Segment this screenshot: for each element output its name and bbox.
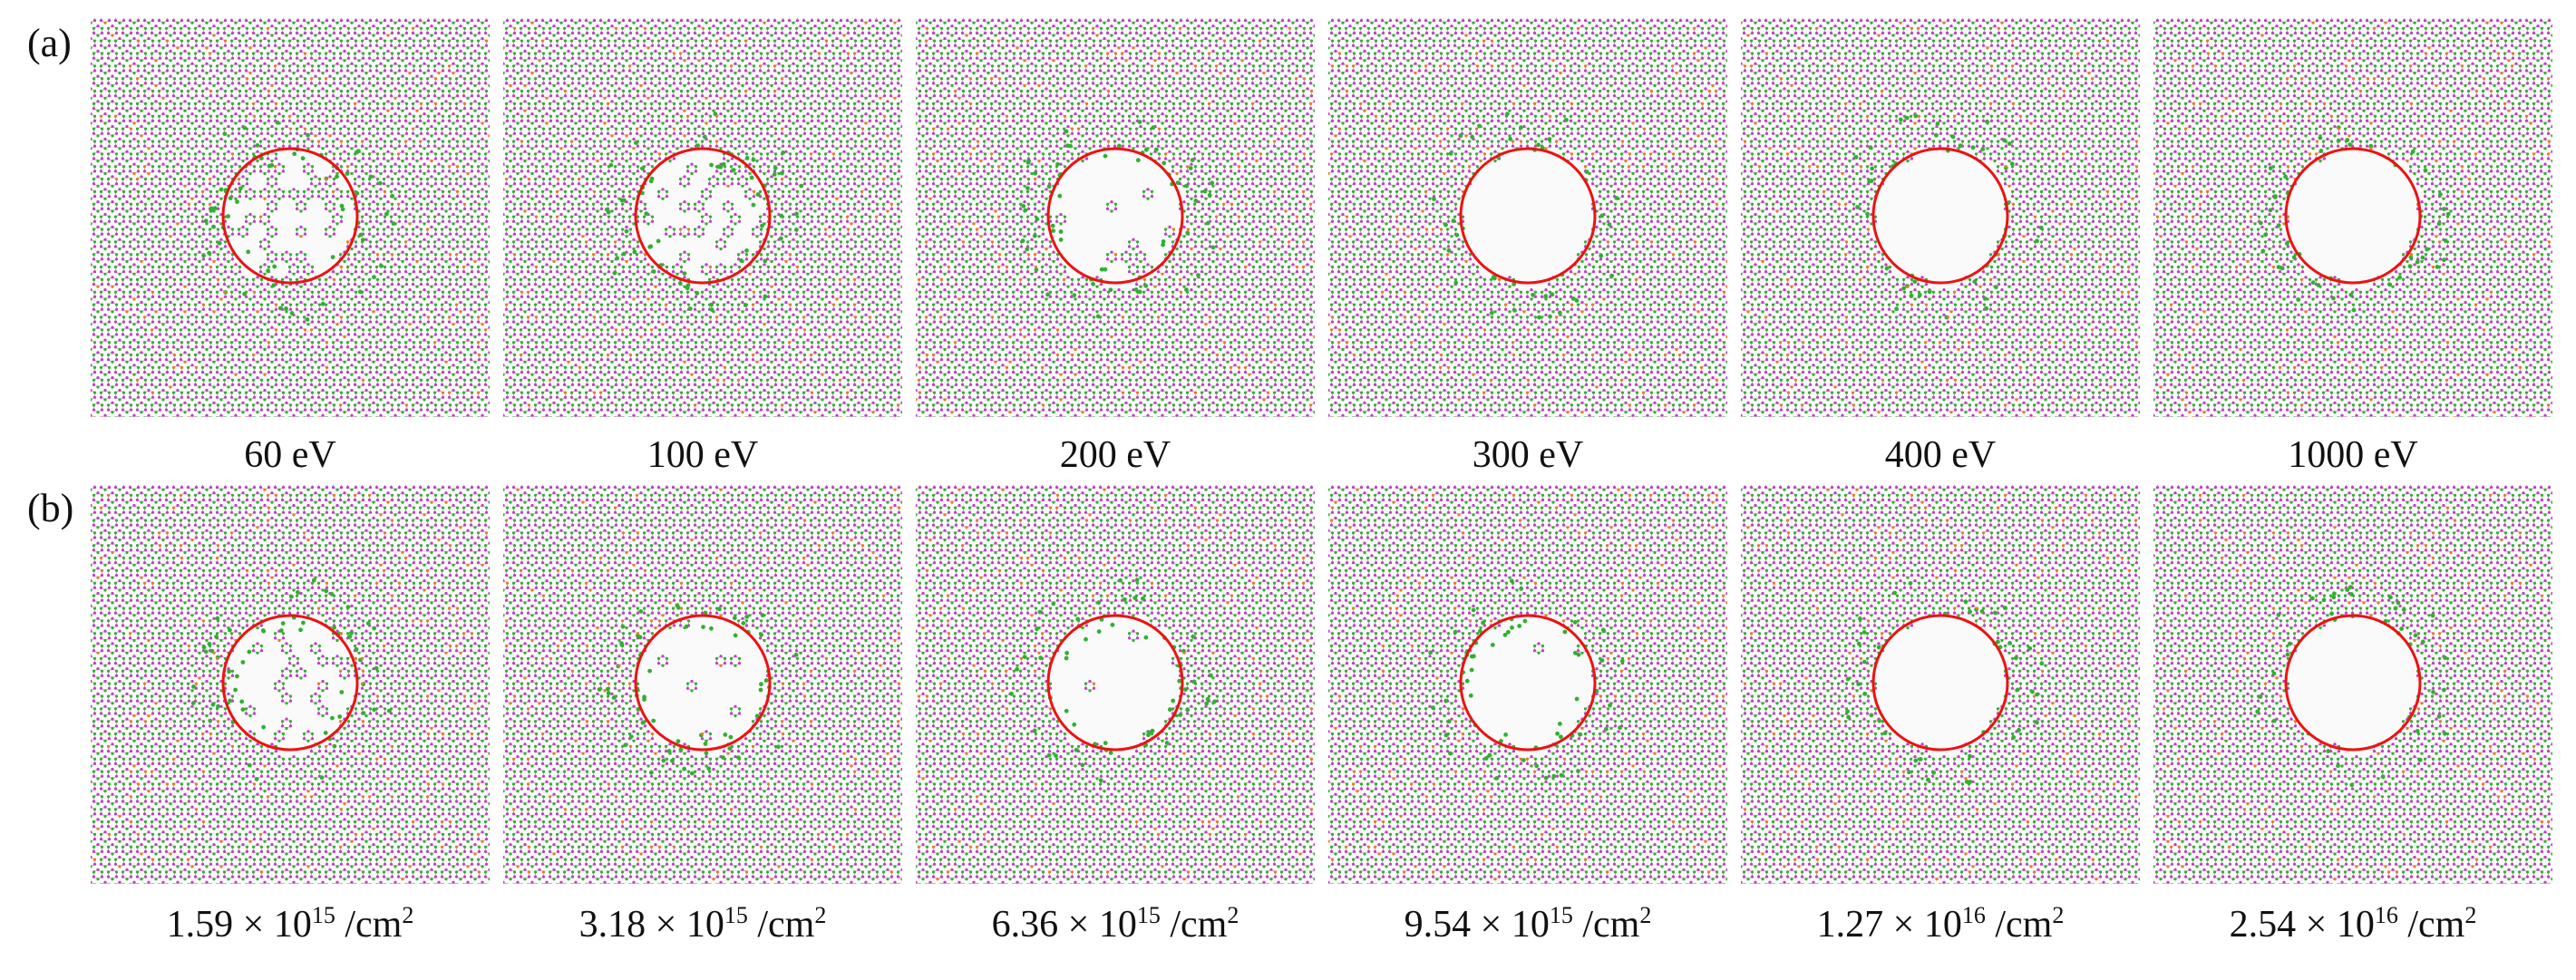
lattice-snapshot [1741,485,2140,884]
caption-a1: 60 eV [91,433,490,477]
green-atoms [91,18,490,417]
row-label-b: (b) [27,485,73,531]
panel-a3 [916,18,1315,417]
lattice-snapshot [1328,18,1727,417]
green-atoms [1741,485,2140,884]
panel-a6 [2153,18,2552,417]
green-atoms [1328,485,1727,884]
pore-outline [223,616,357,750]
row-label-a: (a) [27,20,72,66]
panel-a2 [503,18,902,417]
caption-b1: 1.59 × 1015 /cm2 [91,902,490,946]
orange-atoms [2153,18,2552,417]
caption-b3: 6.36 × 1015 /cm2 [916,902,1315,946]
panel-b4 [1328,485,1727,884]
lattice-snapshot [916,485,1315,884]
pore-outline [1461,149,1595,283]
lattice-snapshot [2153,485,2552,884]
panel-a4 [1328,18,1727,417]
pore-outline [2286,616,2420,750]
green-atoms [503,18,902,417]
green-atoms [916,485,1315,884]
caption-b6: 2.54 × 1016 /cm2 [2153,902,2552,946]
lattice-snapshot [91,18,490,417]
green-atoms [91,485,490,884]
green-atoms [916,18,1315,417]
lattice-snapshot [1741,18,2140,417]
lattice-snapshot [91,485,490,884]
lattice-snapshot [2153,18,2552,417]
caption-b4: 9.54 × 1015 /cm2 [1328,902,1727,946]
lattice-snapshot [916,18,1315,417]
pore-outline [1873,149,2007,283]
caption-a6: 1000 eV [2153,433,2552,477]
caption-b5: 1.27 × 1016 /cm2 [1741,902,2140,946]
panel-a1 [91,18,490,417]
caption-a2: 100 eV [503,433,902,477]
pore-outline [636,616,770,750]
lattice-snapshot [503,18,902,417]
lattice-snapshot [1328,485,1727,884]
pore-outline [1461,616,1595,750]
panel-b3 [916,485,1315,884]
green-atoms [1741,18,2140,417]
green-atoms [2153,485,2552,884]
panel-b6 [2153,485,2552,884]
pore-outline [2286,149,2420,283]
lattice-snapshot [503,485,902,884]
caption-a4: 300 eV [1328,433,1727,477]
panel-b2 [503,485,902,884]
caption-a5: 400 eV [1741,433,2140,477]
green-atoms [503,485,902,884]
caption-a3: 200 eV [916,433,1315,477]
pore-outline [1873,616,2007,750]
panel-a5 [1741,18,2140,417]
panel-b1 [91,485,490,884]
pore-outline [1048,616,1182,750]
caption-b2: 3.18 × 1015 /cm2 [503,902,902,946]
green-atoms [1328,18,1727,417]
panel-b5 [1741,485,2140,884]
pore-outline [1048,149,1182,283]
